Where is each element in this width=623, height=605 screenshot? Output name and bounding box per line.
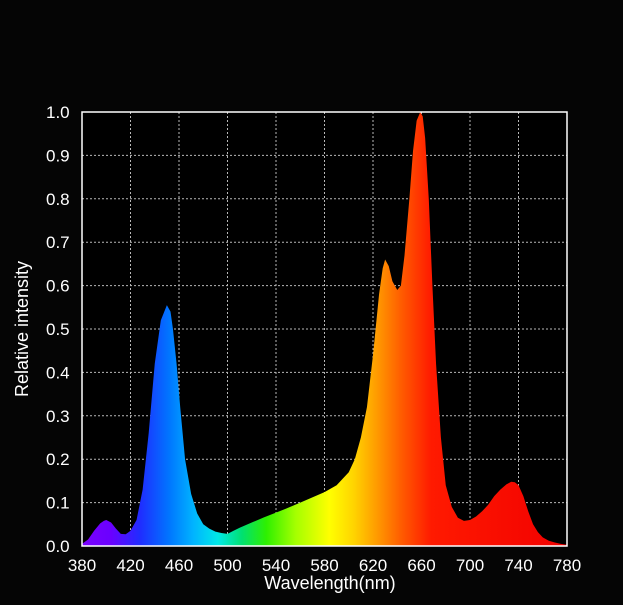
x-tick-label: 780: [553, 556, 581, 575]
spectrum-area: [82, 112, 567, 546]
x-tick-label: 540: [262, 556, 290, 575]
y-tick-label: 0.3: [46, 407, 70, 426]
x-tick-label: 380: [68, 556, 96, 575]
y-tick-label: 0.4: [46, 363, 70, 382]
y-tick-label: 0.0: [46, 537, 70, 556]
y-axis-label: Relative intensity: [12, 261, 32, 397]
x-tick-label: 700: [456, 556, 484, 575]
x-tick-labels: 380 420 460 500 540 580 620 660 700 740 780: [68, 556, 581, 575]
y-tick-label: 0.9: [46, 146, 70, 165]
plot-frame: [81, 111, 568, 547]
y-tick-labels: 0.0 0.1 0.2 0.3 0.4 0.5 0.6 0.7 0.8 0.9 1.0: [46, 103, 70, 556]
y-tick-label: 0.5: [46, 320, 70, 339]
x-tick-label: 580: [310, 556, 338, 575]
x-tick-label: 660: [407, 556, 435, 575]
x-tick-label: 620: [359, 556, 387, 575]
x-axis-label: Wavelength(nm): [264, 573, 395, 593]
y-tick-label: 0.8: [46, 190, 70, 209]
y-tick-label: 0.7: [46, 233, 70, 252]
x-tick-label: 740: [504, 556, 532, 575]
y-tick-label: 0.2: [46, 450, 70, 469]
y-tick-label: 0.1: [46, 494, 70, 513]
x-tick-label: 420: [116, 556, 144, 575]
y-tick-label: 1.0: [46, 103, 70, 122]
x-tick-label: 460: [165, 556, 193, 575]
x-tick-label: 500: [213, 556, 241, 575]
y-tick-label: 0.6: [46, 277, 70, 296]
